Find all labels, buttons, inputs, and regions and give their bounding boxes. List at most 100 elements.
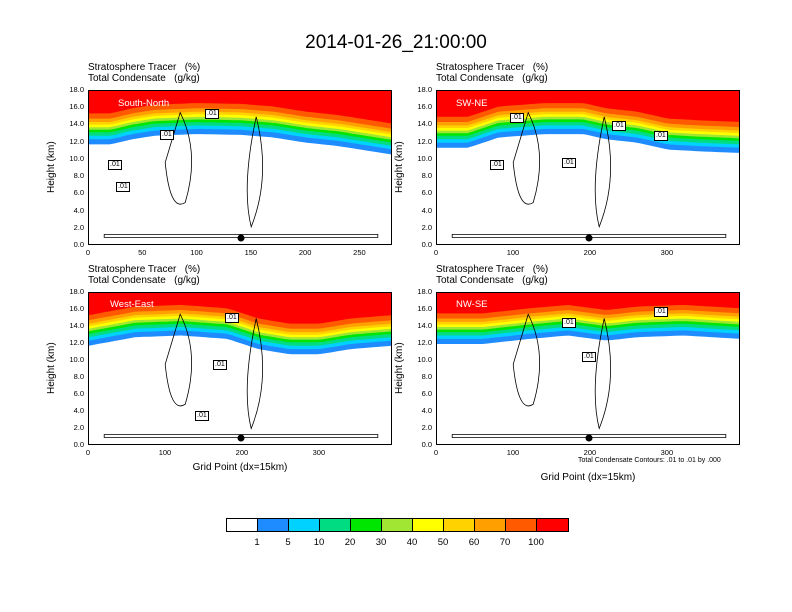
panel-direction-label: SW-NE: [456, 98, 488, 109]
plot-area-nw-se: [436, 292, 740, 445]
tracer-layer: [89, 91, 391, 124]
y-axis-label: Height (km): [394, 341, 405, 394]
condensate-contour: [164, 111, 192, 205]
contour-label: .01: [654, 131, 668, 141]
x-tick-label: 100: [190, 248, 203, 257]
panel-title-condensate: Total Condensate (g/kg): [88, 73, 200, 84]
legend-color-box: [444, 519, 475, 531]
plot-area-south-north: [88, 90, 392, 245]
x-tick-label: 200: [583, 448, 597, 457]
tracer-top-band: [89, 293, 391, 300]
contour-label: .01: [562, 318, 576, 328]
legend-color-box: [351, 519, 382, 531]
x-tick-label: 0: [433, 448, 439, 457]
y-tick-label: 0.0: [73, 440, 84, 449]
y-tick-label: 0.0: [73, 240, 84, 249]
y-tick-label: 6.0: [73, 188, 84, 198]
legend-color-box: [320, 519, 351, 531]
contour-label: .01: [108, 160, 122, 170]
x-tick-label: 100: [506, 448, 520, 457]
main-title: 2014-01-26_21:00:00: [305, 32, 487, 53]
heatmap-svg: [437, 293, 739, 442]
condensate-contour: [594, 318, 612, 430]
tracer-top-band: [437, 91, 739, 98]
y-tick-label: 12.0: [417, 338, 432, 347]
tracer-top-band: [89, 91, 391, 98]
contour-label: .01: [205, 109, 219, 119]
location-marker: [585, 434, 593, 442]
legend-tick-label: 50: [437, 537, 449, 548]
legend-color-box: [506, 519, 537, 531]
x-tick-label: 250: [353, 248, 366, 257]
y-axis-label: Height (km): [46, 341, 57, 394]
location-marker: [237, 434, 245, 442]
panel-title-condensate: Total Condensate (g/kg): [436, 275, 548, 286]
condensate-contour: [103, 434, 379, 438]
y-tick-label: 16.0: [69, 304, 84, 313]
x-tick-label: 50: [138, 248, 147, 257]
y-tick-label: 16.0: [417, 304, 432, 313]
x-tick-label: 200: [583, 248, 597, 257]
contour-label: .01: [654, 307, 668, 317]
contour-label: .01: [582, 352, 596, 362]
condensate-contour: [451, 434, 727, 438]
y-tick-label: 4.0: [421, 406, 432, 415]
condensate-contour: [103, 233, 379, 238]
legend-tick-label: 60: [468, 537, 480, 548]
y-tick-label: 18.0: [417, 287, 432, 296]
tracer-top-band: [437, 293, 739, 300]
tracer-layer: [89, 293, 391, 324]
legend-tick-label: 1: [254, 537, 260, 548]
y-tick-label: 2.0: [73, 222, 84, 232]
y-tick-label: 12.0: [69, 338, 84, 347]
legend-color-box: [289, 519, 320, 531]
panel-title-condensate: Total Condensate (g/kg): [88, 275, 200, 286]
plot-area-west-east: [88, 292, 392, 445]
condensate-contour: [512, 313, 540, 407]
y-tick-label: 8.0: [73, 372, 84, 381]
panel-direction-label: West-East: [110, 299, 154, 310]
y-tick-label: 6.0: [421, 188, 432, 198]
condensate-contour: [594, 116, 612, 229]
y-axis-label: Height (km): [394, 140, 405, 193]
y-tick-label: 10.0: [69, 153, 84, 163]
x-tick-label: 150: [244, 248, 258, 257]
y-tick-label: 16.0: [417, 102, 432, 112]
contour-label: .01: [612, 121, 626, 131]
location-marker: [585, 234, 593, 242]
x-tick-label: 0: [433, 248, 439, 257]
y-tick-label: 2.0: [421, 222, 432, 232]
panel-title-tracer: Stratosphere Tracer (%): [88, 264, 201, 275]
plot-area-sw-ne: [436, 90, 740, 245]
panel-direction-label: South-North: [118, 98, 170, 109]
condensate-contour: [164, 313, 192, 407]
contour-label: .01: [225, 313, 239, 323]
contour-label: .01: [510, 113, 524, 123]
legend-color-box: [413, 519, 444, 531]
panel-title-tracer: Stratosphere Tracer (%): [436, 62, 549, 73]
legend-color-box: [382, 519, 413, 531]
legend-tick-label: 10: [313, 537, 325, 548]
y-tick-label: 18.0: [69, 287, 84, 296]
condensate-contour: [246, 116, 264, 229]
x-axis-label: Grid Point (dx=15km): [540, 472, 636, 483]
color-legend: [226, 518, 569, 532]
x-tick-label: 300: [660, 448, 674, 457]
tracer-layer: [437, 91, 739, 122]
heatmap-svg: [89, 293, 391, 442]
x-axis-label: Grid Point (dx=15km): [192, 462, 288, 473]
y-tick-label: 4.0: [421, 205, 432, 215]
y-tick-label: 2.0: [421, 423, 432, 432]
y-tick-label: 4.0: [73, 406, 84, 415]
y-tick-label: 6.0: [73, 389, 84, 398]
panel-title-condensate: Total Condensate (g/kg): [436, 73, 548, 84]
y-tick-label: 18.0: [417, 85, 432, 94]
x-tick-label: 0: [85, 248, 91, 257]
contour-label: .01: [562, 158, 576, 168]
y-tick-label: 14.0: [417, 119, 432, 129]
contour-label: .01: [116, 182, 130, 192]
legend-tick-label: 100: [528, 537, 544, 548]
y-tick-label: 0.0: [421, 240, 432, 249]
y-tick-label: 6.0: [421, 389, 432, 398]
y-tick-label: 10.0: [417, 153, 432, 163]
